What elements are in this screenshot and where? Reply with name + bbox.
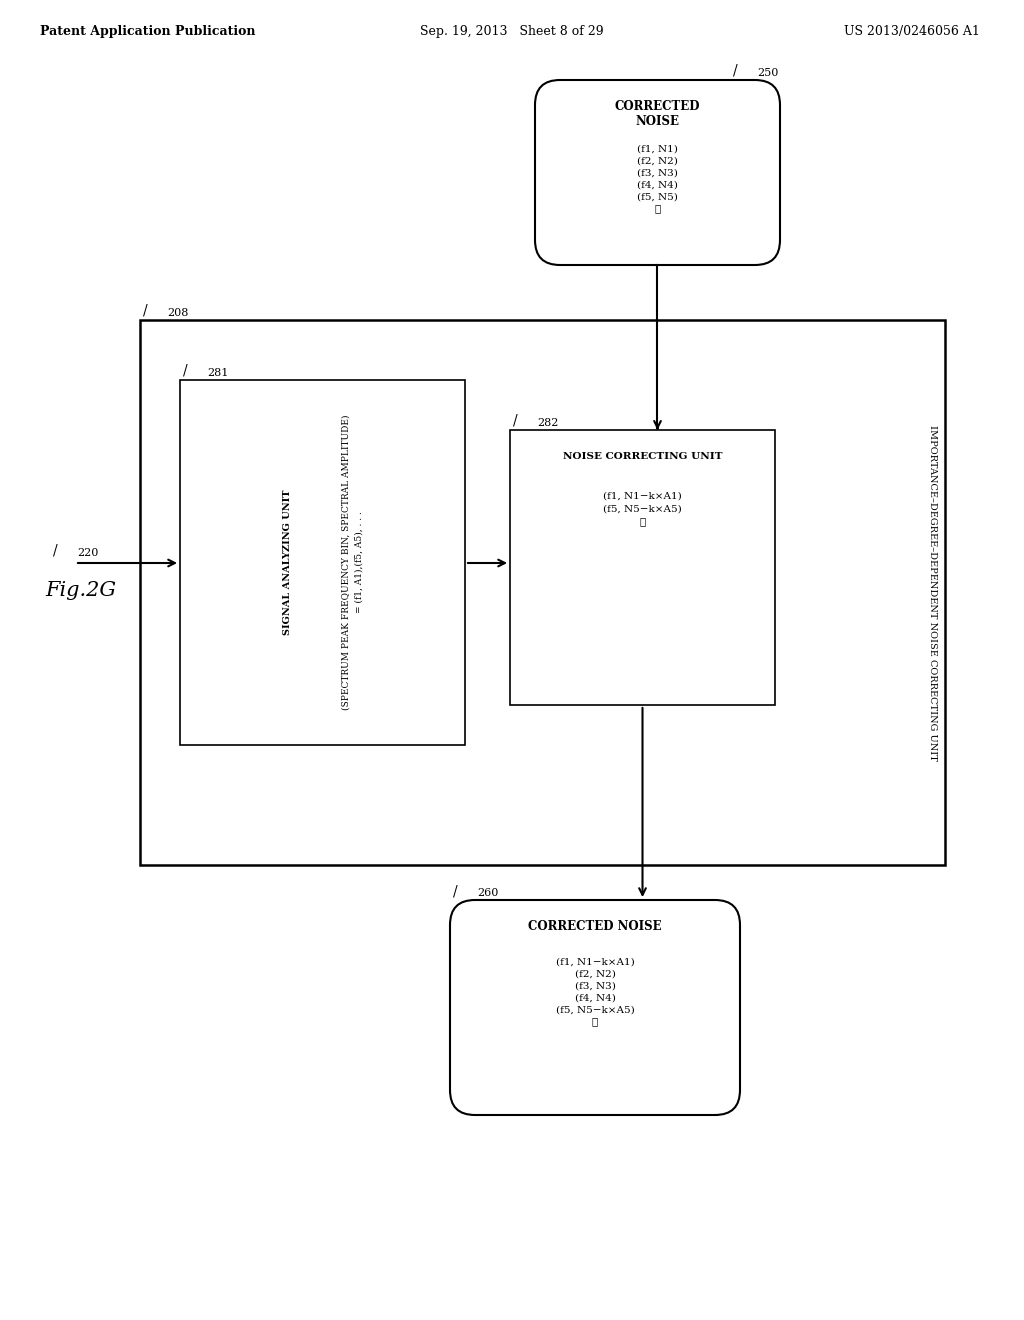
Text: 208: 208 xyxy=(167,308,188,318)
FancyBboxPatch shape xyxy=(535,81,780,265)
Text: Fig.2G: Fig.2G xyxy=(45,581,116,599)
Text: 281: 281 xyxy=(207,368,228,378)
Bar xyxy=(140,319,945,865)
Text: Patent Application Publication: Patent Application Publication xyxy=(40,25,256,38)
Text: 260: 260 xyxy=(477,888,499,898)
Text: /: / xyxy=(142,304,147,318)
Text: IMPORTANCE–DEGREE–DEPENDENT NOISE CORRECTING UNIT: IMPORTANCE–DEGREE–DEPENDENT NOISE CORREC… xyxy=(928,425,937,760)
Bar xyxy=(180,380,465,744)
Text: (SPECTRUM PEAK FREQUENCY BIN, SPECTRAL AMPLITUDE)
= (f1, A1),(f5, A5), . . .: (SPECTRUM PEAK FREQUENCY BIN, SPECTRAL A… xyxy=(342,414,364,710)
Text: /: / xyxy=(733,63,737,78)
Text: 220: 220 xyxy=(77,548,98,558)
Text: (f1, N1)
(f2, N2)
(f3, N3)
(f4, N4)
(f5, N5)
⋯: (f1, N1) (f2, N2) (f3, N3) (f4, N4) (f5,… xyxy=(637,145,678,213)
Text: US 2013/0246056 A1: US 2013/0246056 A1 xyxy=(844,25,980,38)
Text: CORRECTED
NOISE: CORRECTED NOISE xyxy=(614,100,700,128)
Text: Sep. 19, 2013   Sheet 8 of 29: Sep. 19, 2013 Sheet 8 of 29 xyxy=(420,25,604,38)
Text: 282: 282 xyxy=(537,418,558,428)
Text: (f1, N1−k×A1)
(f5, N5−k×A5)
⋮: (f1, N1−k×A1) (f5, N5−k×A5) ⋮ xyxy=(603,492,682,525)
Text: (f1, N1−k×A1)
(f2, N2)
(f3, N3)
(f4, N4)
(f5, N5−k×A5)
⋯: (f1, N1−k×A1) (f2, N2) (f3, N3) (f4, N4)… xyxy=(556,958,635,1026)
Text: /: / xyxy=(52,544,57,558)
Text: /: / xyxy=(182,364,187,378)
Bar xyxy=(510,430,775,705)
Text: CORRECTED NOISE: CORRECTED NOISE xyxy=(528,920,662,933)
Text: /: / xyxy=(513,414,517,428)
FancyBboxPatch shape xyxy=(450,900,740,1115)
Text: NOISE CORRECTING UNIT: NOISE CORRECTING UNIT xyxy=(563,451,722,461)
Text: SIGNAL ANALYZING UNIT: SIGNAL ANALYZING UNIT xyxy=(283,490,292,635)
Text: 250: 250 xyxy=(757,69,778,78)
Text: /: / xyxy=(453,884,458,898)
